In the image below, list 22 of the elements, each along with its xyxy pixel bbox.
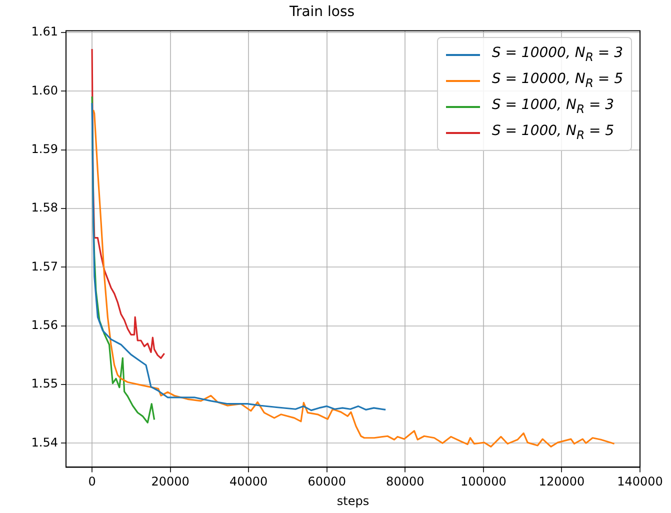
y-tick-label: 1.61 xyxy=(31,24,58,39)
legend-label: S = 10000, N$_{R}$ = 3 xyxy=(492,45,623,64)
x-tick-label: 20000 xyxy=(151,474,190,489)
legend-label: S = 1000, N$_{R}$ = 3 xyxy=(492,97,614,116)
chart-title: Train loss xyxy=(288,4,355,20)
x-tick-label: 140000 xyxy=(617,474,663,489)
x-tick-label: 60000 xyxy=(308,474,346,489)
y-tick-label: 1.60 xyxy=(31,83,58,98)
y-tick-label: 1.59 xyxy=(31,142,58,156)
legend-label: S = 1000, N$_{R}$ = 5 xyxy=(492,123,614,142)
y-tick-label: 1.58 xyxy=(31,200,58,215)
y-tick-label: 1.55 xyxy=(31,376,58,391)
x-tick-label: 100000 xyxy=(460,474,506,489)
x-tick-label: 40000 xyxy=(230,474,268,489)
x-tick-label: 80000 xyxy=(386,474,424,489)
x-axis-title: steps xyxy=(336,494,370,508)
y-tick-label: 1.54 xyxy=(31,435,58,450)
x-tick-label: 120000 xyxy=(538,474,585,489)
legend-label: S = 10000, N$_{R}$ = 5 xyxy=(492,71,623,90)
y-tick-label: 1.57 xyxy=(31,259,58,274)
y-tick-label: 1.56 xyxy=(31,318,58,332)
x-tick-label: 0 xyxy=(88,474,96,489)
